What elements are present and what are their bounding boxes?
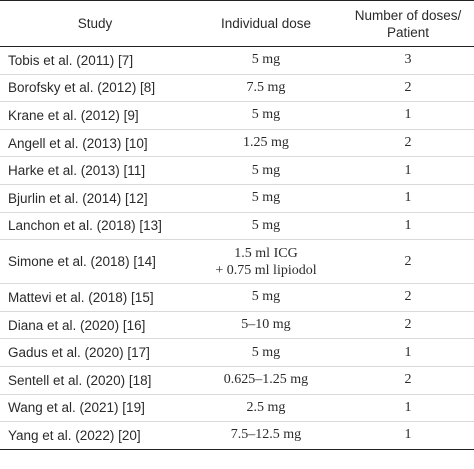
cell-num: 2 [342, 283, 474, 312]
cell-dose: 5–10 mg [190, 311, 342, 340]
cell-dose: 7.5–12.5 mg [190, 421, 342, 450]
cell-dose: 5 mg [190, 101, 342, 130]
cell-num: 2 [342, 74, 474, 103]
header-study: Study [0, 0, 190, 47]
cell-study: Wang et al. (2021) [19] [0, 394, 190, 423]
table-row: Wang et al. (2021) [19] 2.5 mg 1 [0, 394, 474, 423]
cell-dose-line2: + 0.75 ml lipiodol [215, 262, 317, 278]
cell-num: 1 [342, 394, 474, 423]
cell-study: Bjurlin et al. (2014) [12] [0, 184, 190, 213]
table-row: Mattevi et al. (2018) [15] 5 mg 2 [0, 283, 474, 312]
cell-dose: 1.25 mg [190, 129, 342, 158]
cell-num: 2 [342, 129, 474, 158]
cell-study: Krane et al. (2012) [9] [0, 101, 190, 130]
cell-dose-line1: 1.5 ml ICG [234, 245, 298, 261]
header-number-line1: Number of doses/ [354, 7, 462, 23]
cell-num: 2 [342, 311, 474, 340]
table-row: Simone et al. (2018) [14] 1.5 ml ICG + 0… [0, 239, 474, 285]
cell-dose: 7.5 mg [190, 74, 342, 103]
table-row: Borofsky et al. (2012) [8] 7.5 mg 2 [0, 74, 474, 103]
cell-study: Harke et al. (2013) [11] [0, 156, 190, 185]
header-individual-dose: Individual dose [190, 0, 342, 47]
table-body: Tobis et al. (2011) [7] 5 mg 3 Borofsky … [0, 46, 474, 450]
cell-num: 1 [342, 101, 474, 130]
dosing-table-container: Study Individual dose Number of doses/ P… [0, 0, 474, 450]
header-number-line2: Patient [386, 24, 430, 40]
cell-dose: 5 mg [190, 46, 342, 75]
cell-dose: 1.5 ml ICG + 0.75 ml lipiodol [190, 239, 342, 285]
dosing-table: Study Individual dose Number of doses/ P… [0, 0, 474, 450]
cell-num: 1 [342, 421, 474, 450]
cell-num: 2 [342, 239, 474, 285]
cell-dose: 5 mg [190, 338, 342, 367]
cell-num: 3 [342, 46, 474, 75]
cell-study: Borofsky et al. (2012) [8] [0, 74, 190, 103]
cell-study: Diana et al. (2020) [16] [0, 311, 190, 340]
table-row: Tobis et al. (2011) [7] 5 mg 3 [0, 46, 474, 75]
cell-study: Mattevi et al. (2018) [15] [0, 283, 190, 312]
cell-study: Simone et al. (2018) [14] [0, 239, 190, 285]
cell-dose: 5 mg [190, 283, 342, 312]
header-row: Study Individual dose Number of doses/ P… [0, 0, 474, 47]
cell-num: 1 [342, 212, 474, 241]
cell-num: 2 [342, 366, 474, 395]
cell-dose: 5 mg [190, 184, 342, 213]
table-row: Harke et al. (2013) [11] 5 mg 1 [0, 156, 474, 185]
table-row: Gadus et al. (2020) [17] 5 mg 1 [0, 338, 474, 367]
cell-study: Tobis et al. (2011) [7] [0, 46, 190, 75]
cell-dose: 5 mg [190, 156, 342, 185]
table-row: Bjurlin et al. (2014) [12] 5 mg 1 [0, 184, 474, 213]
cell-study: Yang et al. (2022) [20] [0, 421, 190, 450]
table-row: Lanchon et al. (2018) [13] 5 mg 1 [0, 212, 474, 241]
cell-num: 1 [342, 156, 474, 185]
cell-study: Angell et al. (2013) [10] [0, 129, 190, 158]
cell-num: 1 [342, 338, 474, 367]
cell-study: Gadus et al. (2020) [17] [0, 338, 190, 367]
cell-dose: 5 mg [190, 212, 342, 241]
cell-num: 1 [342, 184, 474, 213]
table-row: Angell et al. (2013) [10] 1.25 mg 2 [0, 129, 474, 158]
table-row: Krane et al. (2012) [9] 5 mg 1 [0, 101, 474, 130]
table-row: Sentell et al. (2020) [18] 0.625–1.25 mg… [0, 366, 474, 395]
table-row: Yang et al. (2022) [20] 7.5–12.5 mg 1 [0, 421, 474, 450]
cell-study: Lanchon et al. (2018) [13] [0, 212, 190, 241]
cell-dose: 0.625–1.25 mg [190, 366, 342, 395]
table-row: Diana et al. (2020) [16] 5–10 mg 2 [0, 311, 474, 340]
header-number-of-doses: Number of doses/ Patient [342, 0, 474, 47]
cell-study: Sentell et al. (2020) [18] [0, 366, 190, 395]
cell-dose: 2.5 mg [190, 394, 342, 423]
table-header: Study Individual dose Number of doses/ P… [0, 0, 474, 47]
